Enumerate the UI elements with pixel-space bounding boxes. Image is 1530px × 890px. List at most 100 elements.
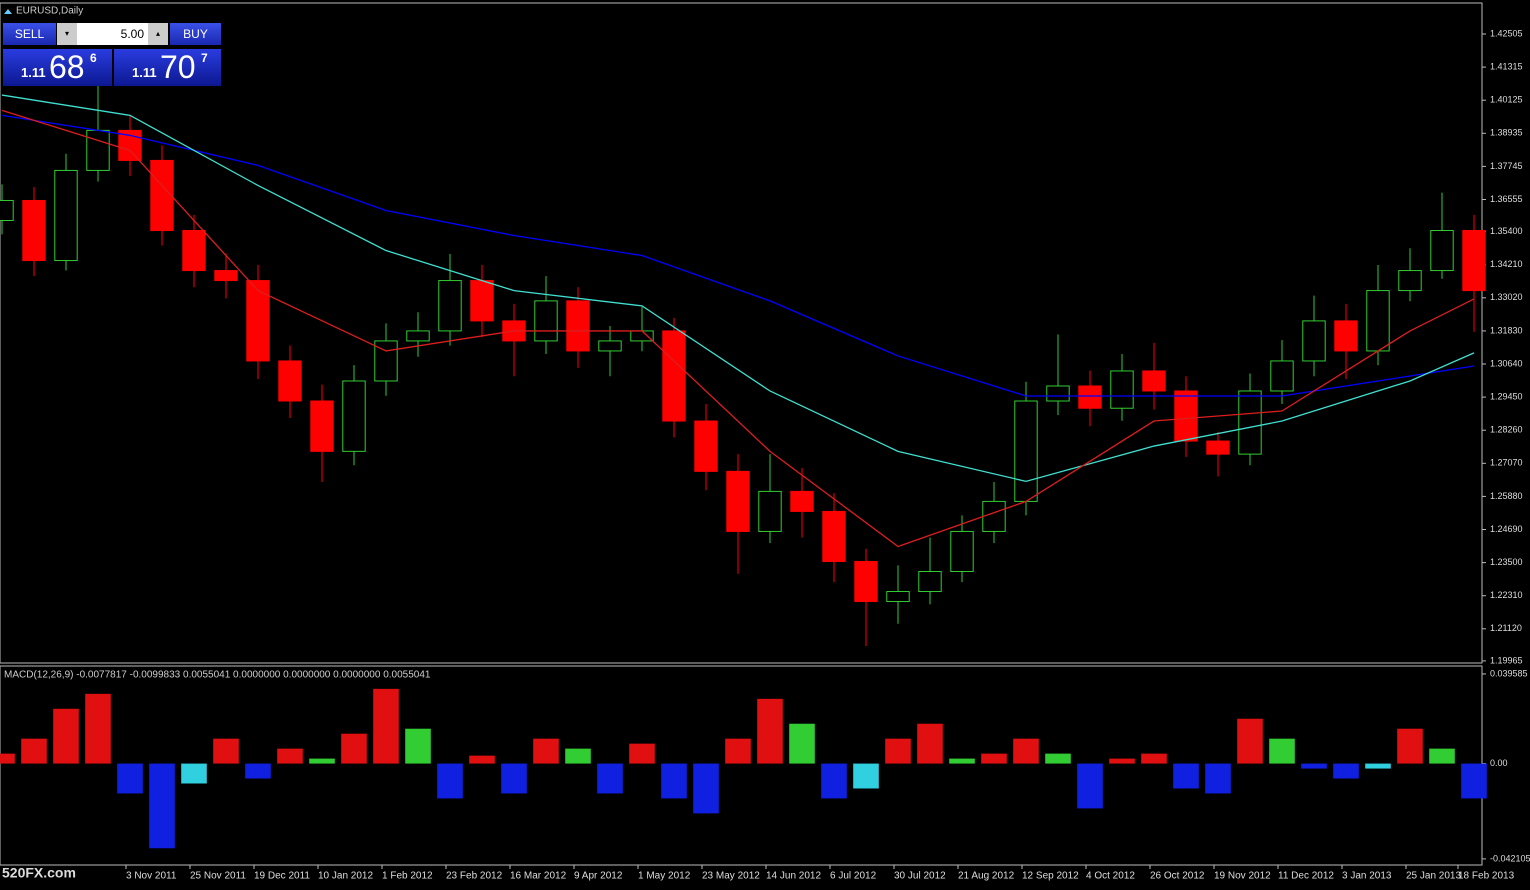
x-tick-label: 10 Jan 2012: [318, 871, 373, 882]
chart-title: EURUSD,Daily: [16, 6, 83, 17]
sell-button[interactable]: SELL: [3, 23, 56, 45]
macd-bar: [309, 758, 335, 764]
candle-body: [1398, 270, 1422, 292]
bid-quote[interactable]: 1.11 68 6: [3, 49, 112, 86]
macd-bar: [757, 698, 783, 764]
x-tick-label: 23 May 2012: [702, 871, 760, 882]
macd-bar: [1237, 718, 1263, 764]
candle-body: [566, 300, 590, 352]
macd-bar: [53, 708, 79, 764]
candle-body: [86, 129, 110, 171]
macd-bar: [1109, 758, 1135, 764]
y-tick-label: 1.36555: [1490, 194, 1523, 204]
macd-bar: [277, 748, 303, 764]
x-tick-label: 16 Mar 2012: [510, 871, 567, 882]
lot-up[interactable]: ▴: [148, 23, 168, 45]
candle-body: [1206, 440, 1230, 455]
macd-title: MACD(12,26,9) -0.0077817 -0.0099833 0.00…: [4, 670, 431, 681]
candle-body: [1238, 390, 1262, 455]
candle-body: [726, 470, 750, 532]
candle-body: [790, 490, 814, 512]
macd-bar: [853, 763, 879, 789]
macd-bar: [1045, 753, 1071, 764]
macd-bar: [1013, 738, 1039, 764]
macd-bar: [1397, 728, 1423, 764]
y-tick-label: 1.25880: [1490, 491, 1523, 501]
candle-body: [1366, 290, 1390, 352]
ask-main: 70: [160, 49, 196, 85]
x-tick-label: 21 Aug 2012: [958, 871, 1015, 882]
bid-big: 1.11: [21, 65, 46, 80]
y-tick-label: 1.38935: [1490, 128, 1523, 138]
candle-body: [1334, 320, 1358, 352]
macd-bar: [885, 738, 911, 764]
candle-body: [310, 400, 334, 452]
x-tick-label: 25 Nov 2011: [190, 871, 246, 882]
macd-bar: [533, 738, 559, 764]
y-tick-label: 1.22310: [1490, 590, 1523, 600]
candle-body: [1014, 400, 1038, 502]
x-tick-label: 25 Jan 2013: [1406, 871, 1461, 882]
buy-button[interactable]: BUY: [170, 23, 221, 45]
macd-bar: [405, 728, 431, 764]
candle-body: [150, 159, 174, 232]
y-tick-label: -0.042105: [1490, 853, 1530, 863]
y-tick-label: 0.039585: [1490, 668, 1528, 678]
lot-input[interactable]: 5.00: [77, 23, 148, 45]
y-tick-label: 1.24690: [1490, 524, 1523, 534]
x-tick-label: 3 Nov 2011: [126, 871, 177, 882]
macd-bar: [1269, 738, 1295, 764]
macd-bar: [1077, 763, 1103, 809]
candle-body: [1046, 385, 1070, 402]
price-frame: [0, 2, 1483, 664]
x-tick-label: 1 May 2012: [638, 871, 691, 882]
macd-bar: [21, 738, 47, 764]
y-tick-label: 1.34210: [1490, 259, 1523, 269]
candle-body: [854, 560, 878, 603]
y-tick-label: 1.31830: [1490, 325, 1523, 335]
x-tick-label: 14 Jun 2012: [766, 871, 821, 882]
candle-body: [1174, 390, 1198, 442]
macd-bar: [821, 763, 847, 799]
y-tick-label: 1.28260: [1490, 425, 1523, 435]
macd-bar: [789, 723, 815, 764]
candle-body: [1462, 230, 1486, 292]
ask-quote[interactable]: 1.11 70 7: [114, 49, 221, 86]
candle-body: [534, 300, 558, 342]
candle-body: [1110, 370, 1134, 409]
candle-body: [342, 380, 366, 452]
x-tick-label: 18 Feb 2013: [1458, 871, 1515, 882]
candle-body: [406, 330, 430, 342]
candle-body: [182, 230, 206, 272]
y-tick-label: 1.29450: [1490, 391, 1523, 401]
candle-body: [278, 360, 302, 402]
x-tick-label: 3 Jan 2013: [1342, 871, 1392, 882]
candle-body: [1270, 360, 1294, 392]
candle-body: [950, 530, 974, 572]
candle-body: [118, 129, 142, 161]
watermark: 520FX.com: [2, 865, 76, 881]
candle-body: [1302, 320, 1326, 362]
macd-bar: [597, 763, 623, 794]
candle-body: [694, 420, 718, 472]
title-icon: [4, 9, 12, 14]
macd-bar: [149, 763, 175, 849]
y-tick-label: 1.41315: [1490, 61, 1523, 71]
x-tick-label: 9 Apr 2012: [574, 871, 623, 882]
lot-down[interactable]: ▾: [57, 23, 77, 45]
macd-bar: [341, 733, 367, 764]
bid-pip: 6: [90, 51, 97, 65]
macd-bar: [917, 723, 943, 764]
candle-body: [662, 330, 686, 422]
candle-body: [214, 270, 238, 282]
moving-average: [1, 109, 1475, 548]
ask-big: 1.11: [132, 65, 157, 80]
y-tick-label: 1.42505: [1490, 28, 1523, 38]
candle-body: [438, 280, 462, 332]
y-tick-label: 1.23500: [1490, 557, 1523, 567]
candle-body: [22, 199, 46, 262]
y-tick-label: 1.21120: [1490, 623, 1522, 633]
macd-bar: [245, 763, 271, 779]
macd-bar: [0, 753, 15, 764]
